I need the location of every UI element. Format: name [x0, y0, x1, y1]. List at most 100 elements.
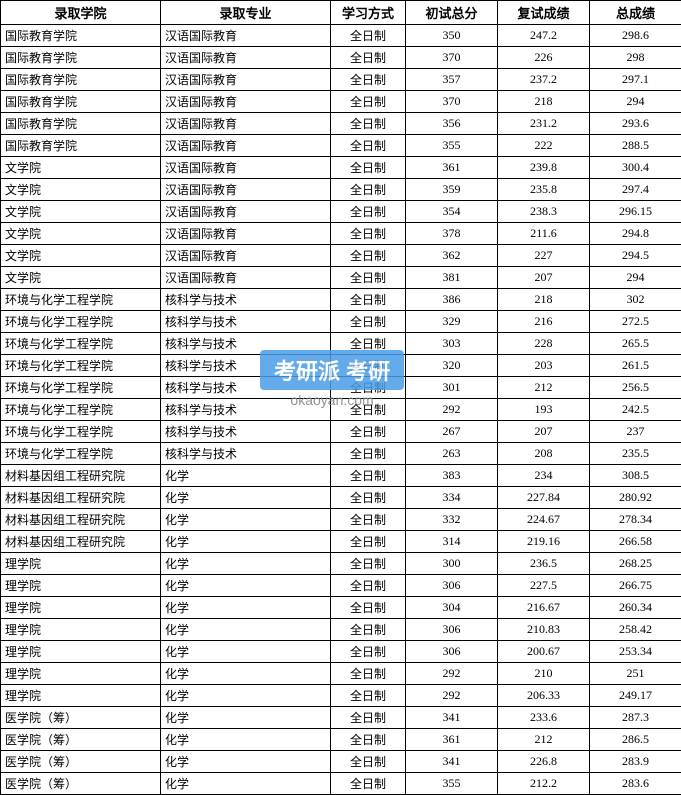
- table-cell: 362: [406, 245, 498, 267]
- table-cell: 266.58: [590, 531, 681, 553]
- table-cell: 全日制: [331, 575, 406, 597]
- table-cell: 303: [406, 333, 498, 355]
- table-row: 医学院（筹）化学全日制341226.8283.9: [1, 751, 681, 773]
- table-row: 国际教育学院汉语国际教育全日制370226298: [1, 47, 681, 69]
- table-cell: 381: [406, 267, 498, 289]
- table-cell: 294.8: [590, 223, 681, 245]
- table-cell: 汉语国际教育: [161, 69, 331, 91]
- table-cell: 236.5: [498, 553, 590, 575]
- table-row: 医学院（筹）化学全日制341233.6287.3: [1, 707, 681, 729]
- table-cell: 化学: [161, 663, 331, 685]
- table-cell: 全日制: [331, 135, 406, 157]
- table-cell: 国际教育学院: [1, 135, 161, 157]
- header-major: 录取专业: [161, 1, 331, 25]
- table-row: 材料基因组工程研究院化学全日制332224.67278.34: [1, 509, 681, 531]
- table-cell: 化学: [161, 553, 331, 575]
- table-cell: 227.5: [498, 575, 590, 597]
- table-cell: 国际教育学院: [1, 47, 161, 69]
- table-row: 环境与化学工程学院核科学与技术全日制267207237: [1, 421, 681, 443]
- table-cell: 359: [406, 179, 498, 201]
- table-cell: 文学院: [1, 157, 161, 179]
- table-cell: 238.3: [498, 201, 590, 223]
- table-cell: 化学: [161, 619, 331, 641]
- table-cell: 383: [406, 465, 498, 487]
- table-cell: 全日制: [331, 355, 406, 377]
- table-row: 文学院汉语国际教育全日制359235.8297.4: [1, 179, 681, 201]
- table-row: 环境与化学工程学院核科学与技术全日制263208235.5: [1, 443, 681, 465]
- table-cell: 全日制: [331, 201, 406, 223]
- table-cell: 核科学与技术: [161, 443, 331, 465]
- table-cell: 286.5: [590, 729, 681, 751]
- table-cell: 218: [498, 289, 590, 311]
- table-cell: 216: [498, 311, 590, 333]
- table-cell: 237.2: [498, 69, 590, 91]
- table-cell: 全日制: [331, 553, 406, 575]
- table-cell: 全日制: [331, 399, 406, 421]
- table-cell: 全日制: [331, 443, 406, 465]
- table-cell: 267: [406, 421, 498, 443]
- table-cell: 环境与化学工程学院: [1, 289, 161, 311]
- table-cell: 全日制: [331, 773, 406, 795]
- table-cell: 核科学与技术: [161, 421, 331, 443]
- table-cell: 汉语国际教育: [161, 25, 331, 47]
- table-cell: 233.6: [498, 707, 590, 729]
- table-cell: 环境与化学工程学院: [1, 443, 161, 465]
- table-cell: 全日制: [331, 91, 406, 113]
- table-cell: 汉语国际教育: [161, 201, 331, 223]
- table-cell: 292: [406, 399, 498, 421]
- table-cell: 理学院: [1, 575, 161, 597]
- table-cell: 361: [406, 729, 498, 751]
- table-cell: 235.8: [498, 179, 590, 201]
- table-cell: 全日制: [331, 641, 406, 663]
- table-cell: 212.2: [498, 773, 590, 795]
- table-cell: 理学院: [1, 619, 161, 641]
- table-cell: 306: [406, 619, 498, 641]
- table-cell: 全日制: [331, 487, 406, 509]
- table-cell: 314: [406, 531, 498, 553]
- header-score2: 复试成绩: [498, 1, 590, 25]
- table-cell: 302: [590, 289, 681, 311]
- table-cell: 218: [498, 91, 590, 113]
- table-cell: 全日制: [331, 311, 406, 333]
- table-cell: 化学: [161, 707, 331, 729]
- table-cell: 294.5: [590, 245, 681, 267]
- table-cell: 298: [590, 47, 681, 69]
- table-cell: 全日制: [331, 619, 406, 641]
- table-cell: 全日制: [331, 245, 406, 267]
- table-cell: 化学: [161, 597, 331, 619]
- table-cell: 全日制: [331, 465, 406, 487]
- table-cell: 228: [498, 333, 590, 355]
- table-row: 材料基因组工程研究院化学全日制334227.84280.92: [1, 487, 681, 509]
- table-cell: 361: [406, 157, 498, 179]
- table-cell: 216.67: [498, 597, 590, 619]
- table-cell: 304: [406, 597, 498, 619]
- table-cell: 207: [498, 267, 590, 289]
- table-cell: 全日制: [331, 267, 406, 289]
- table-cell: 235.5: [590, 443, 681, 465]
- table-cell: 300.4: [590, 157, 681, 179]
- table-cell: 国际教育学院: [1, 25, 161, 47]
- table-cell: 354: [406, 201, 498, 223]
- table-cell: 226.8: [498, 751, 590, 773]
- table-cell: 全日制: [331, 509, 406, 531]
- table-cell: 化学: [161, 729, 331, 751]
- table-cell: 汉语国际教育: [161, 135, 331, 157]
- table-row: 环境与化学工程学院核科学与技术全日制329216272.5: [1, 311, 681, 333]
- table-cell: 理学院: [1, 663, 161, 685]
- table-cell: 化学: [161, 751, 331, 773]
- table-cell: 306: [406, 575, 498, 597]
- table-cell: 汉语国际教育: [161, 267, 331, 289]
- table-cell: 297.4: [590, 179, 681, 201]
- table-cell: 237: [590, 421, 681, 443]
- table-row: 文学院汉语国际教育全日制378211.6294.8: [1, 223, 681, 245]
- table-cell: 294: [590, 267, 681, 289]
- table-row: 理学院化学全日制292210251: [1, 663, 681, 685]
- table-cell: 环境与化学工程学院: [1, 311, 161, 333]
- table-cell: 226: [498, 47, 590, 69]
- header-mode: 学习方式: [331, 1, 406, 25]
- table-cell: 文学院: [1, 201, 161, 223]
- table-cell: 国际教育学院: [1, 69, 161, 91]
- table-row: 理学院化学全日制306210.83258.42: [1, 619, 681, 641]
- table-cell: 227.84: [498, 487, 590, 509]
- table-cell: 国际教育学院: [1, 113, 161, 135]
